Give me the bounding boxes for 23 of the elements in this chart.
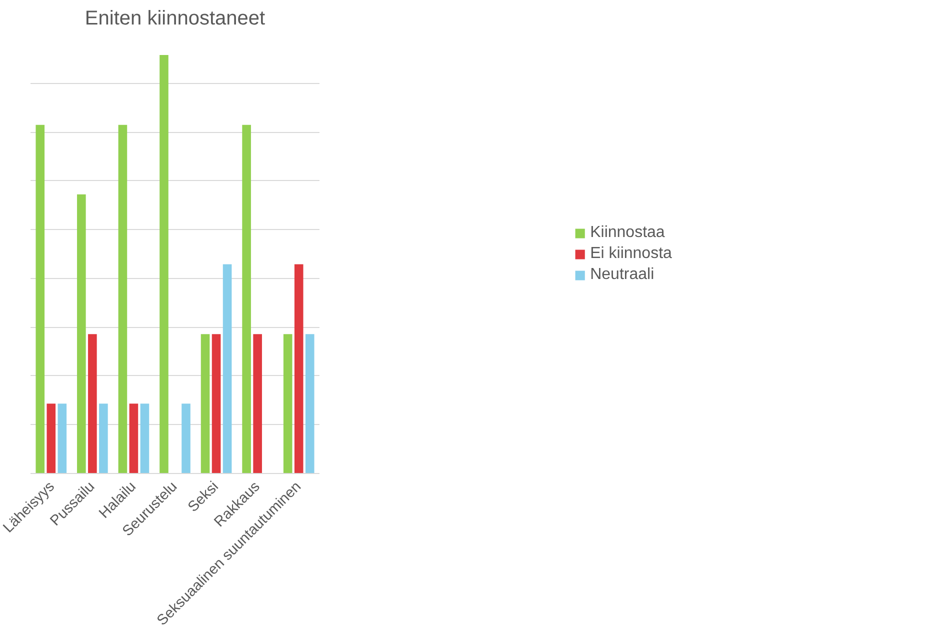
legend-label: Neutraali (590, 266, 654, 284)
bar (182, 404, 190, 474)
legend-label: Ei kiinnosta (590, 244, 672, 262)
bar (283, 334, 292, 474)
bar (118, 124, 128, 474)
bar (58, 404, 67, 474)
bar (160, 54, 168, 474)
bar (222, 264, 232, 474)
bar (99, 404, 108, 474)
bar (305, 334, 314, 474)
bar (129, 404, 138, 474)
legend-label: Kiinnostaa (590, 224, 665, 242)
bar (77, 194, 86, 474)
bar (200, 334, 210, 474)
chart-title: Eniten kiinnostaneet (84, 8, 266, 30)
bar (140, 404, 150, 474)
bar (253, 334, 262, 474)
bar (242, 124, 251, 474)
bar (212, 334, 221, 474)
bar (36, 124, 45, 474)
bar (294, 264, 304, 474)
bar (46, 404, 56, 474)
bar (88, 334, 97, 474)
